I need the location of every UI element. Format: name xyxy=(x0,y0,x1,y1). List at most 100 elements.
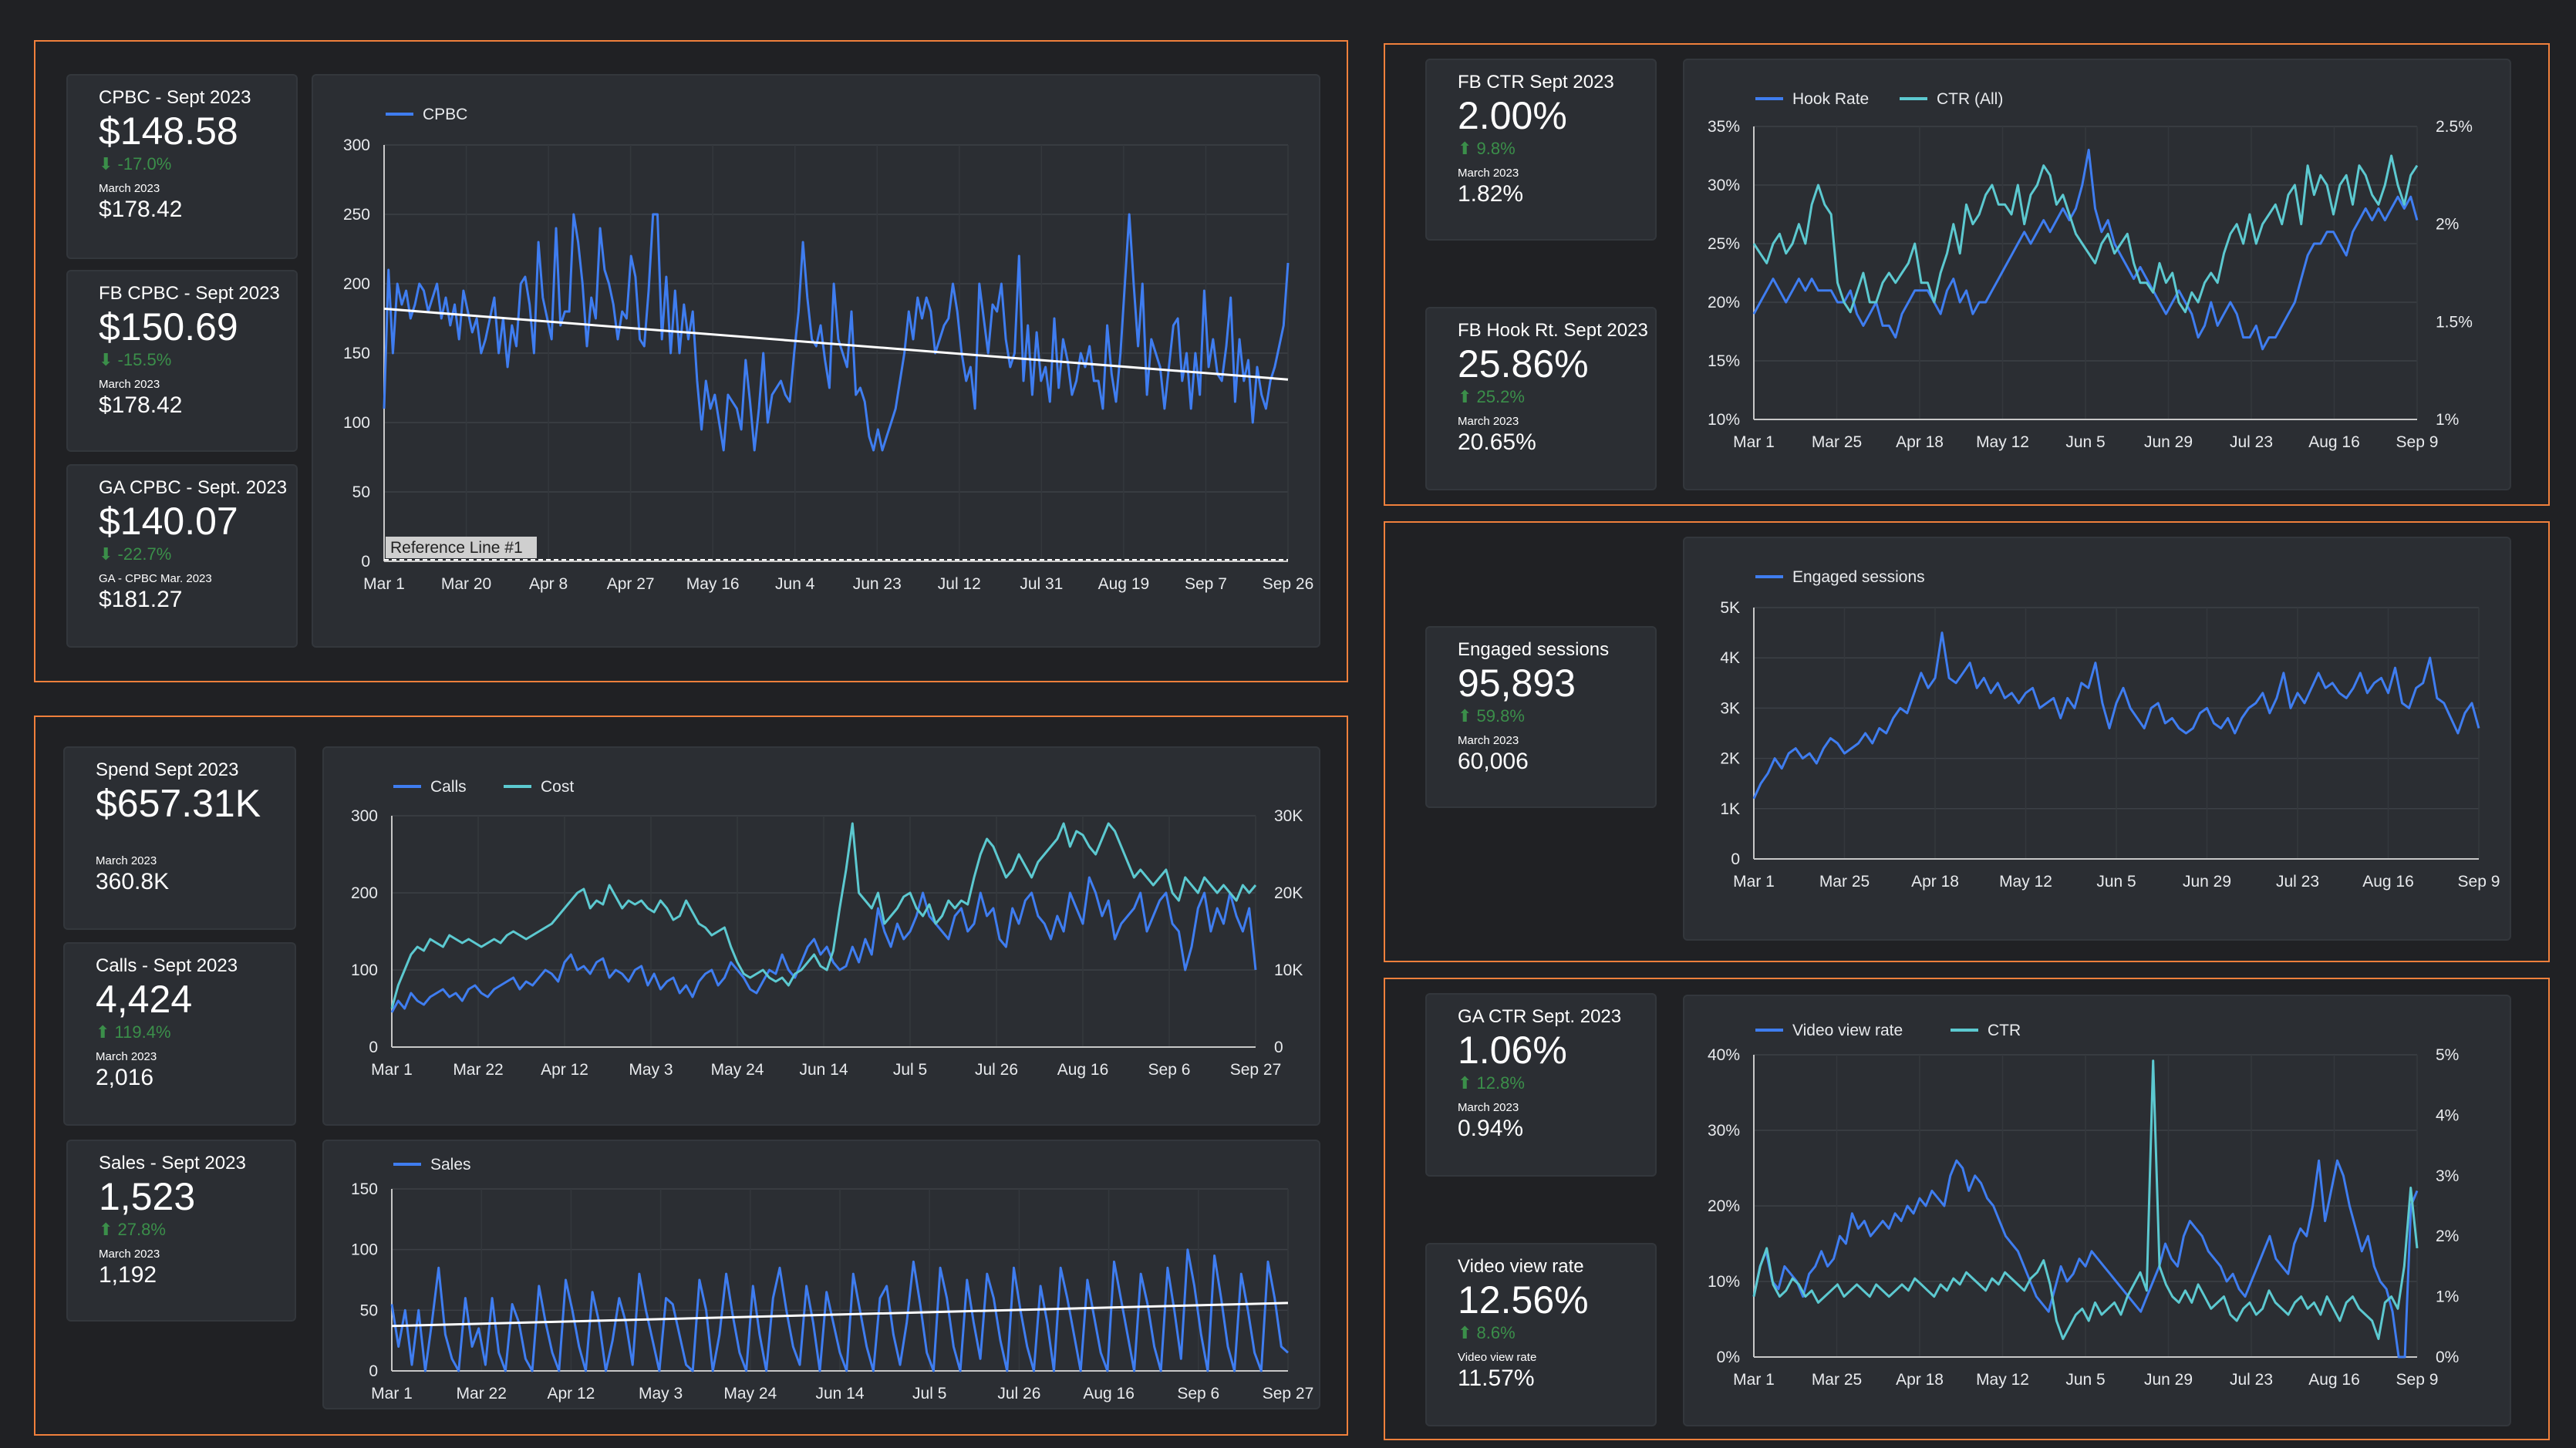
kpi-delta: ⬆ 59.8% xyxy=(1458,706,1525,726)
y-tick-label: 20% xyxy=(1708,1197,1740,1215)
kpi-title: Video view rate xyxy=(1458,1256,1584,1277)
y-tick-label: 15% xyxy=(1708,352,1740,370)
y-right-tick-label: 4% xyxy=(2436,1106,2459,1124)
x-tick-label: Jun 14 xyxy=(799,1061,848,1079)
calls-cost-chart[interactable]: 300 200 100 0 30K 20K 10K 0 Mar 1 Mar 22 Apr 12 May… xyxy=(322,746,1320,1126)
kpi-delta: ⬇ -15.5% xyxy=(99,350,172,369)
series-line-calls xyxy=(390,876,1257,1013)
x-tick-label: Apr 27 xyxy=(607,575,655,593)
x-tick-label: Jun 5 xyxy=(2065,433,2105,451)
kpi-value: 4,424 xyxy=(96,978,193,1021)
y-tick-label: 10% xyxy=(1708,1273,1740,1291)
y-tick-label: 3K xyxy=(1720,699,1740,717)
y-tick-label: 25% xyxy=(1708,235,1740,253)
hook-rate-ctr-chart[interactable]: 35% 30% 25% 20% 15% 10% 2.5% 2% 1.5% 1% Mar 1 Mar 2… xyxy=(1683,59,2511,490)
x-tick-label: Jun 14 xyxy=(815,1385,864,1403)
kpi-compare-value: 2,016 xyxy=(96,1065,154,1090)
y-tick-label: 0 xyxy=(369,1039,378,1056)
kpi-title: FB CPBC - Sept 2023 xyxy=(99,283,280,304)
y-tick-label: 1K xyxy=(1720,800,1740,818)
kpi-delta: ⬆ 9.8% xyxy=(1458,139,1516,158)
kpi-card-cpbc: CPBC - Sept 2023 $148.58 ⬇ -17.0% March … xyxy=(66,74,298,259)
engaged-sessions-chart[interactable]: 5K 4K 3K 2K 1K 0 Mar 1 Mar 25 Apr 18 May 12 Jun 5 J… xyxy=(1683,537,2511,941)
y-tick-label: 40% xyxy=(1708,1046,1740,1064)
y-right-tick-label: 1% xyxy=(2436,411,2459,429)
y-tick-label: 5K xyxy=(1720,599,1740,617)
x-tick-label: Mar 25 xyxy=(1819,873,1870,891)
x-tick-label: Sep 27 xyxy=(1263,1385,1314,1403)
x-tick-label: Sep 26 xyxy=(1263,575,1314,593)
kpi-card-ga-cpbc: GA CPBC - Sept. 2023 $140.07 ⬇ -22.7% GA… xyxy=(66,464,298,648)
kpi-compare-label: March 2023 xyxy=(99,1248,160,1261)
cpbc-section xyxy=(34,40,1348,682)
y-right-tick-label: 1.5% xyxy=(2436,313,2473,331)
x-tick-label: Sep 9 xyxy=(2396,1371,2439,1389)
x-tick-label: Apr 18 xyxy=(1896,1371,1944,1389)
x-tick-label: Jun 4 xyxy=(775,575,815,593)
kpi-delta: ⬆ 27.8% xyxy=(99,1220,166,1239)
x-tick-label: Mar 1 xyxy=(1733,433,1775,451)
video-view-rate-ctr-chart[interactable]: 40% 30% 20% 10% 0% 5% 4% 3% 2% 1% 0% Mar 1 Mar 25 Apr… xyxy=(1683,995,2511,1426)
x-tick-label: Jun 29 xyxy=(2144,1371,2193,1389)
y-tick-label: 0 xyxy=(369,1362,378,1380)
x-tick-label: Aug 16 xyxy=(1057,1061,1109,1079)
y-tick-label: 30% xyxy=(1708,1122,1740,1140)
sales-chart[interactable]: 150 100 50 0 Mar 1 Mar 22 Apr 12 May 3 May 24 Jun… xyxy=(322,1140,1320,1409)
series-line-ctr xyxy=(1752,1059,2419,1340)
kpi-value: 2.00% xyxy=(1458,94,1567,137)
kpi-compare-value: 1.82% xyxy=(1458,181,1524,207)
x-tick-label: Jul 23 xyxy=(2276,873,2319,891)
kpi-compare-label: March 2023 xyxy=(1458,167,1519,180)
x-tick-label: Jun 23 xyxy=(853,575,902,593)
calls-sales-section xyxy=(34,716,1348,1436)
engaged-section xyxy=(1384,521,2550,962)
kpi-value: $140.07 xyxy=(99,500,238,543)
y-tick-label: 10% xyxy=(1708,411,1740,429)
kpi-compare-label: March 2023 xyxy=(1458,415,1519,428)
kpi-delta: ⬇ -17.0% xyxy=(99,154,172,173)
kpi-compare-label: March 2023 xyxy=(99,182,160,195)
y-right-tick-label: 20K xyxy=(1274,884,1303,902)
chart-svg: 40% 30% 20% 10% 0% 5% 4% 3% 2% 1% 0% Mar 1 Mar 25 Apr… xyxy=(1708,1022,2459,1389)
kpi-compare-label: March 2023 xyxy=(96,1050,157,1063)
kpi-compare-label: Video view rate xyxy=(1458,1351,1537,1364)
cpbc-chart[interactable]: 300 250 200 150 100 50 0 Mar 1 Mar 20 Apr 8 Apr 27… xyxy=(312,74,1320,648)
x-tick-label: May 3 xyxy=(639,1385,683,1403)
x-tick-label: Sep 7 xyxy=(1185,575,1227,593)
x-tick-label: Apr 18 xyxy=(1911,873,1959,891)
kpi-title: GA CPBC - Sept. 2023 xyxy=(99,477,288,498)
x-tick-label: May 12 xyxy=(1976,433,2029,451)
x-tick-label: Sep 27 xyxy=(1230,1061,1282,1079)
x-tick-label: May 24 xyxy=(711,1061,764,1079)
kpi-compare-value: 20.65% xyxy=(1458,429,1536,455)
x-tick-label: Aug 19 xyxy=(1098,575,1150,593)
x-tick-label: Apr 12 xyxy=(547,1385,595,1403)
x-tick-label: Jul 23 xyxy=(2230,433,2273,451)
x-tick-label: Sep 6 xyxy=(1177,1385,1219,1403)
x-tick-label: Aug 16 xyxy=(2308,1371,2360,1389)
kpi-value: 95,893 xyxy=(1458,662,1576,705)
kpi-compare-label: March 2023 xyxy=(99,378,160,391)
x-tick-label: May 12 xyxy=(1999,873,2052,891)
chart-svg: 300 200 100 0 30K 20K 10K 0 Mar 1 Mar 22 Apr 12 May… xyxy=(351,778,1303,1079)
kpi-title: FB CTR Sept 2023 xyxy=(1458,72,1614,93)
chart-svg: 150 100 50 0 Mar 1 Mar 22 Apr 12 May 3 May 24 Jun… xyxy=(351,1156,1314,1403)
y-tick-label: 150 xyxy=(343,345,370,362)
y-right-tick-label: 3% xyxy=(2436,1167,2459,1185)
x-tick-label: Sep 6 xyxy=(1148,1061,1191,1079)
x-tick-label: Jul 23 xyxy=(2230,1371,2273,1389)
x-tick-label: Jun 29 xyxy=(2183,873,2231,891)
x-tick-label: May 3 xyxy=(629,1061,673,1079)
trend-line xyxy=(391,1302,1289,1328)
y-right-tick-label: 30K xyxy=(1274,807,1303,825)
kpi-delta: ⬇ -22.7% xyxy=(99,544,172,564)
kpi-compare-label: March 2023 xyxy=(96,854,157,867)
x-tick-label: Sep 9 xyxy=(2458,873,2500,891)
y-right-tick-label: 5% xyxy=(2436,1046,2459,1064)
x-tick-label: Mar 1 xyxy=(371,1385,413,1403)
kpi-value: $657.31K xyxy=(96,782,261,825)
kpi-compare-value: $178.42 xyxy=(99,197,183,222)
y-tick-label: 30% xyxy=(1708,177,1740,194)
trend-line xyxy=(383,307,1289,381)
kpi-card-engaged: Engaged sessions 95,893 ⬆ 59.8% March 20… xyxy=(1425,626,1657,808)
